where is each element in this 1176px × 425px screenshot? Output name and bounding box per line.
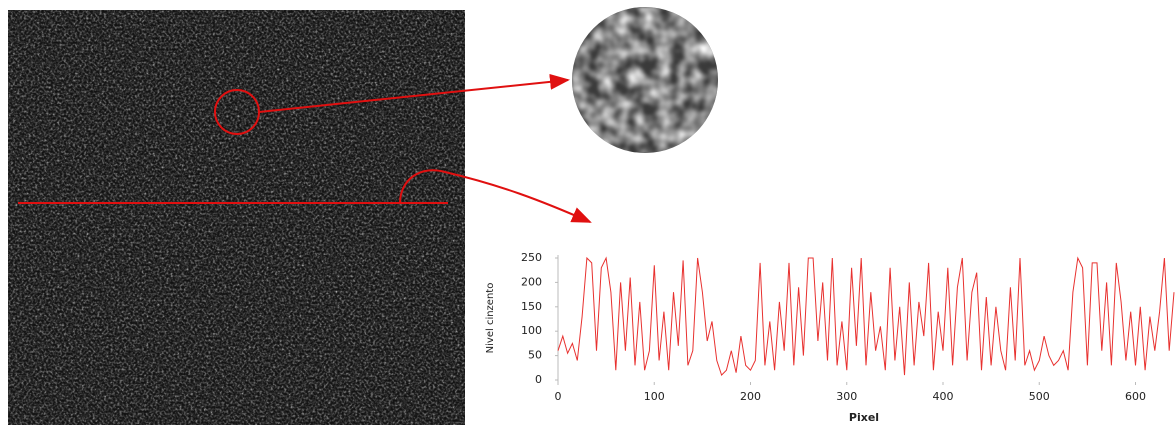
x-tick-label: 0	[555, 390, 562, 403]
x-axis-title: Pixel	[849, 411, 879, 424]
x-tick-label: 500	[1029, 390, 1050, 403]
y-tick-label: 250	[521, 251, 542, 264]
profile-line	[18, 169, 590, 222]
y-tick-label: 50	[528, 349, 542, 362]
x-tick-label: 100	[644, 390, 665, 403]
y-tick-label: 0	[535, 373, 542, 386]
y-axis-title: Nivel cinzento	[485, 283, 496, 354]
zoom-view	[572, 7, 718, 153]
zoom-arrow	[258, 73, 570, 113]
series-line	[557, 256, 1175, 377]
x-tick-label: 200	[740, 390, 761, 403]
x-tick-label: 400	[933, 390, 954, 403]
speckle-image	[8, 10, 465, 425]
y-tick-label: 100	[521, 324, 542, 337]
x-tick-label: 600	[1125, 390, 1146, 403]
y-tick-label: 150	[521, 300, 542, 313]
x-tick-label: 300	[836, 390, 857, 403]
y-tick-label: 200	[521, 275, 542, 288]
line-chart: Pixel Nivel cinzento 0 50 100 150 200 250 0 100…	[485, 251, 1175, 424]
